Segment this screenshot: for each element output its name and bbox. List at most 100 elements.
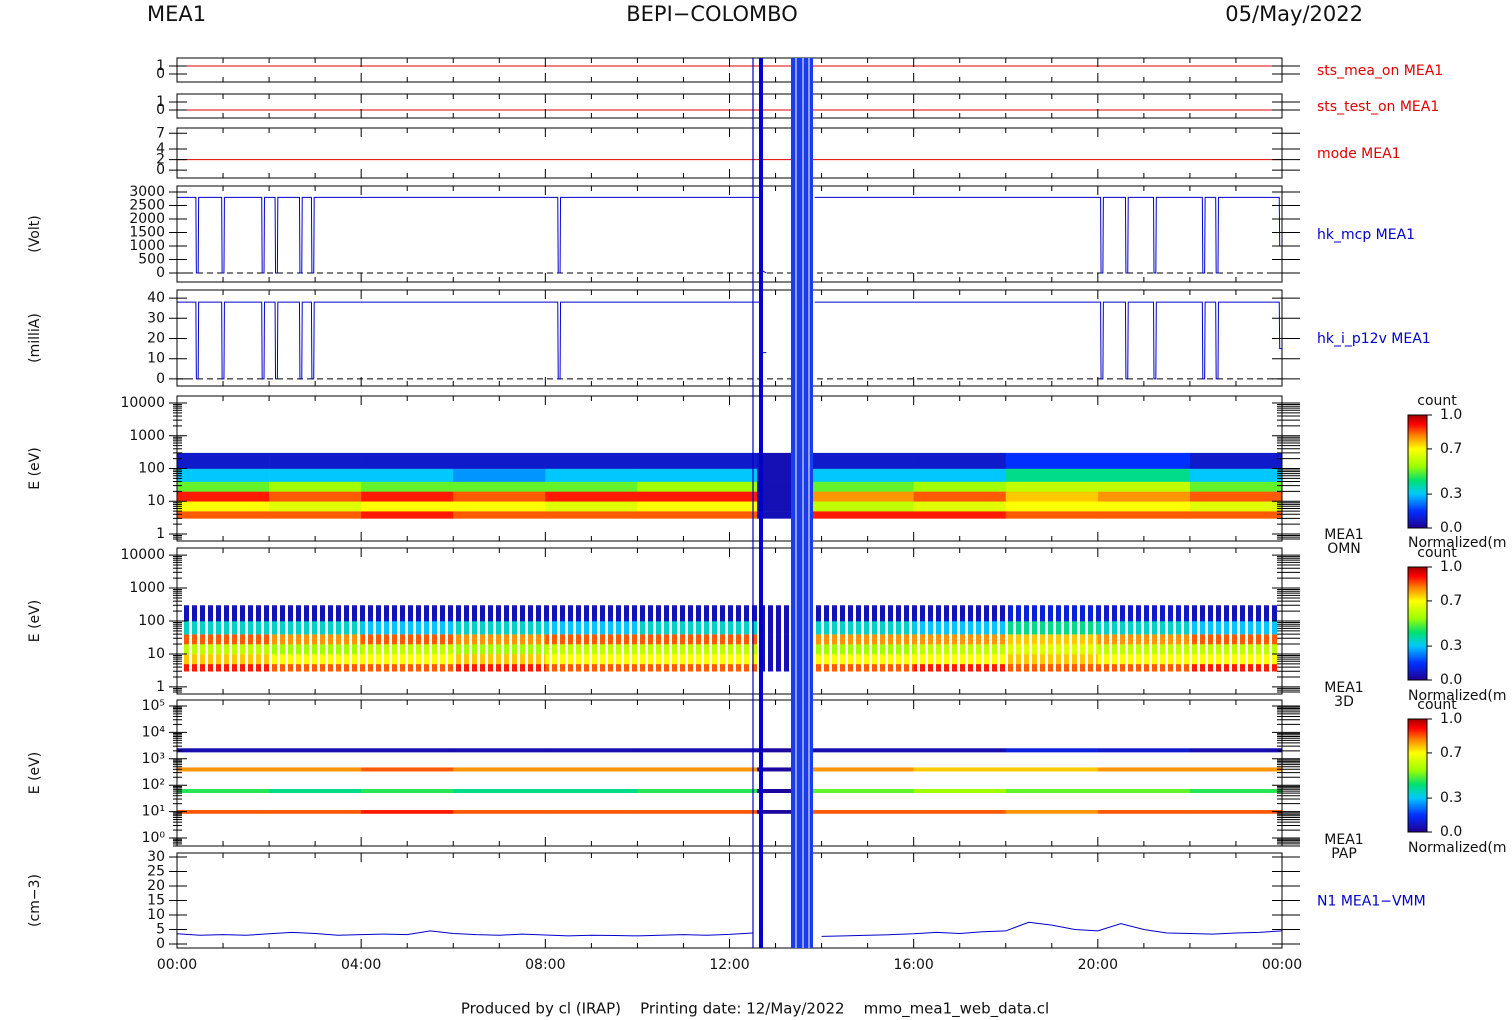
heat-cell xyxy=(913,501,1007,512)
heat-cell xyxy=(637,748,758,753)
heat-cell xyxy=(181,653,270,665)
heat-cell xyxy=(1097,767,1191,772)
heat-cell xyxy=(1097,491,1191,502)
heat-cell xyxy=(453,653,546,665)
heat-cell xyxy=(269,452,362,469)
y-tick-label: 2 xyxy=(156,152,165,168)
heat-cell xyxy=(812,501,914,512)
colorbar-tick-label: 0.7 xyxy=(1440,745,1462,761)
colorbar-tick-label: 1.0 xyxy=(1440,559,1462,575)
heat-cell xyxy=(545,644,638,655)
heat-cell xyxy=(1005,511,1099,519)
y-tick-label: 1000 xyxy=(129,238,165,254)
heat-cell xyxy=(1005,468,1099,482)
heat-cell xyxy=(1097,788,1191,794)
heat-cell xyxy=(361,481,454,492)
heat-cell xyxy=(1005,605,1099,622)
heat-cell xyxy=(177,788,270,794)
spectrogram xyxy=(177,748,1283,814)
heat-cell xyxy=(913,511,1007,519)
heat-cell xyxy=(1189,634,1278,645)
colorbar-note: Normalized(m xyxy=(1408,688,1507,704)
heat-cell xyxy=(545,605,638,622)
colorbar-tick-label: 0.0 xyxy=(1440,672,1462,688)
y-tick-label: 1000 xyxy=(129,428,165,444)
y-tick-label: 10 xyxy=(147,493,165,509)
colorbar-title: count xyxy=(1417,545,1457,561)
y-tick-label: 25 xyxy=(147,864,165,880)
heat-cell xyxy=(1005,452,1099,469)
heat-cell xyxy=(913,653,1007,665)
heat-cell xyxy=(637,511,758,519)
footer: Produced by cl (IRAP) Printing date: 12/… xyxy=(461,1000,1049,1019)
y-tick-label: 100 xyxy=(138,613,165,629)
heat-cell xyxy=(1097,810,1191,814)
y-axis-label: E (eV) xyxy=(27,600,43,642)
heat-cell xyxy=(1005,481,1099,492)
panel-frame xyxy=(176,289,1283,387)
heat-cell xyxy=(361,511,454,519)
y-tick-label: 2000 xyxy=(129,211,165,227)
y-tick-label: 20 xyxy=(147,331,165,347)
heat-cell xyxy=(1097,621,1191,635)
heat-cell xyxy=(177,748,270,753)
y-tick-label: 7 xyxy=(156,125,165,141)
heat-cell xyxy=(453,788,546,794)
y-tick-label: 0 xyxy=(156,265,165,281)
heat-cell xyxy=(637,491,758,502)
y-tick-label: 30 xyxy=(147,310,165,326)
heat-cell xyxy=(1189,452,1283,469)
heat-cell xyxy=(453,491,546,502)
heat-cell xyxy=(545,468,638,482)
y-tick-label: 10 xyxy=(147,907,165,923)
heat-cell xyxy=(913,491,1007,502)
heat-cell xyxy=(269,511,362,519)
heat-cell xyxy=(545,663,638,672)
spectrogram xyxy=(181,605,1278,672)
spectrogram xyxy=(177,452,1283,519)
heat-cell xyxy=(269,810,362,814)
heat-cell xyxy=(913,452,1007,469)
colorbar-tick-label: 0.7 xyxy=(1440,593,1462,609)
heat-cell xyxy=(1005,621,1099,635)
heat-cell xyxy=(757,653,813,665)
panel: sts_mea_on MEA1 10 xyxy=(156,57,1443,83)
heat-cell xyxy=(637,788,758,794)
y-tick-label: 4 xyxy=(156,141,165,157)
heat-cell xyxy=(913,748,1007,753)
heat-cell xyxy=(453,468,546,482)
heat-cell xyxy=(545,748,638,753)
colorbar-tick-label: 0.3 xyxy=(1440,790,1462,806)
colorbar-title: count xyxy=(1417,697,1457,713)
panel: countNormalized(m1.00.70.30.0MEA13D11010… xyxy=(27,545,1507,710)
heat-cell xyxy=(812,788,914,794)
data-line xyxy=(177,196,1282,274)
heat-cell xyxy=(1005,653,1099,665)
colorbar-note: Normalized(m xyxy=(1408,535,1507,551)
heat-cell xyxy=(269,748,362,753)
heat-cell xyxy=(181,621,270,635)
colorbar xyxy=(1407,414,1428,529)
panel-label: N1 MEA1−VMM xyxy=(1317,894,1426,910)
heat-cell xyxy=(757,644,813,655)
heat-cell xyxy=(545,767,638,772)
y-tick-label: 0 xyxy=(156,936,165,952)
heat-cell xyxy=(1189,605,1278,622)
panel-label: sts_test_on MEA1 xyxy=(1317,99,1439,115)
heat-cell xyxy=(361,788,454,794)
heat-cell xyxy=(453,748,546,753)
heat-cell xyxy=(1005,788,1099,794)
data-line xyxy=(177,301,1282,380)
y-tick-label: 10³ xyxy=(142,751,165,767)
y-axis-label: E (eV) xyxy=(27,752,43,794)
heat-cell xyxy=(1189,621,1278,635)
panel-label: OMN xyxy=(1327,541,1361,557)
heat-cell xyxy=(637,481,758,492)
heat-cell xyxy=(545,511,638,519)
heat-cell xyxy=(545,810,638,814)
colorbar-tick-label: 1.0 xyxy=(1440,711,1462,727)
